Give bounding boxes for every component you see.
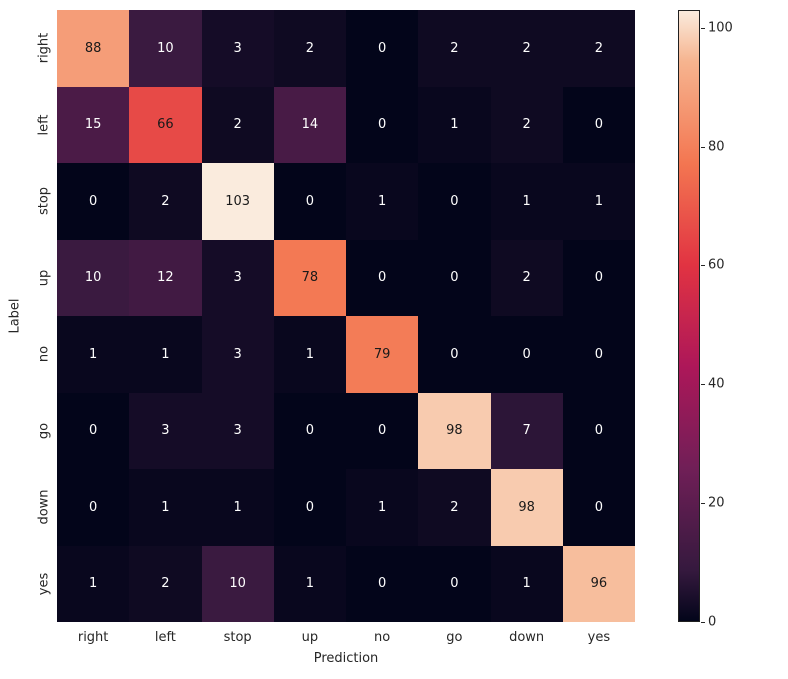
heatmap-cell: 0 bbox=[346, 239, 419, 316]
x-tick-label: up bbox=[301, 630, 319, 645]
heatmap-cell: 1 bbox=[418, 86, 491, 163]
heatmap-grid: 88 10 3 2 0 2 2 2 15 66 2 14 0 1 2 0 0 2 103 0 1 0 1 1 10 12 3 78 0 0… bbox=[57, 10, 635, 622]
heatmap-cell: 2 bbox=[273, 10, 346, 87]
heatmap-cell: 2 bbox=[201, 86, 274, 163]
heatmap-cell: 103 bbox=[201, 163, 274, 240]
heatmap-cell: 0 bbox=[490, 316, 563, 393]
heatmap-cell: 3 bbox=[201, 392, 274, 469]
heatmap-cell: 2 bbox=[418, 10, 491, 87]
heatmap-cell: 88 bbox=[57, 10, 130, 87]
heatmap-cell: 0 bbox=[273, 163, 346, 240]
y-tick-label: yes bbox=[36, 572, 52, 595]
colorbar-tick-mark bbox=[701, 146, 705, 148]
heatmap-cell: 0 bbox=[346, 545, 419, 622]
heatmap-cell: 0 bbox=[418, 316, 491, 393]
heatmap-cell: 12 bbox=[129, 239, 202, 316]
heatmap-cell: 0 bbox=[57, 163, 130, 240]
heatmap-cell: 0 bbox=[418, 239, 491, 316]
heatmap-cell: 79 bbox=[346, 316, 419, 393]
colorbar-tick-mark bbox=[701, 503, 705, 505]
colorbar-tick-label: 100 bbox=[708, 20, 733, 36]
heatmap-cell: 1 bbox=[57, 545, 130, 622]
y-tick-label: stop bbox=[36, 187, 52, 216]
heatmap-cell: 10 bbox=[57, 239, 130, 316]
heatmap-cell: 3 bbox=[201, 10, 274, 87]
x-tick-label: right bbox=[77, 630, 109, 645]
x-tick-label: stop bbox=[223, 630, 252, 645]
heatmap-cell: 2 bbox=[129, 545, 202, 622]
colorbar-tick-mark bbox=[701, 265, 705, 267]
heatmap-cell: 1 bbox=[57, 316, 130, 393]
y-axis-label: Label bbox=[7, 298, 23, 334]
heatmap-cell: 1 bbox=[490, 163, 563, 240]
colorbar-gradient bbox=[678, 10, 700, 622]
heatmap-cell: 3 bbox=[129, 392, 202, 469]
x-tick-label: no bbox=[374, 630, 391, 645]
heatmap-cell: 1 bbox=[346, 163, 419, 240]
heatmap-cell: 0 bbox=[418, 163, 491, 240]
heatmap-cell: 0 bbox=[346, 10, 419, 87]
y-tick-label: no bbox=[36, 346, 52, 363]
heatmap-cell: 1 bbox=[273, 545, 346, 622]
heatmap-cell: 15 bbox=[57, 86, 130, 163]
heatmap-cell: 7 bbox=[490, 392, 563, 469]
heatmap-cell: 0 bbox=[562, 316, 635, 393]
y-tick-label: go bbox=[36, 422, 52, 439]
heatmap-cell: 3 bbox=[201, 239, 274, 316]
heatmap-cell: 0 bbox=[562, 469, 635, 546]
heatmap-cell: 1 bbox=[201, 469, 274, 546]
heatmap-cell: 2 bbox=[129, 163, 202, 240]
colorbar-tick-label: 20 bbox=[708, 495, 725, 511]
x-tick-label: down bbox=[509, 630, 545, 645]
colorbar-tick-mark bbox=[701, 27, 705, 29]
heatmap-cell: 98 bbox=[490, 469, 563, 546]
x-tick-label: yes bbox=[587, 630, 611, 645]
heatmap-cell: 0 bbox=[562, 86, 635, 163]
heatmap-cell: 0 bbox=[57, 469, 130, 546]
heatmap-cell: 0 bbox=[346, 392, 419, 469]
heatmap-cell: 98 bbox=[418, 392, 491, 469]
heatmap-cell: 0 bbox=[418, 545, 491, 622]
heatmap-cell: 0 bbox=[273, 392, 346, 469]
y-tick-label: down bbox=[36, 489, 52, 525]
heatmap-cell: 2 bbox=[418, 469, 491, 546]
colorbar-tick-mark bbox=[701, 622, 705, 623]
colorbar-tick-label: 80 bbox=[708, 139, 725, 155]
heatmap-cell: 2 bbox=[490, 10, 563, 87]
heatmap-cell: 0 bbox=[273, 469, 346, 546]
heatmap-cell: 1 bbox=[346, 469, 419, 546]
heatmap-cell: 1 bbox=[273, 316, 346, 393]
heatmap-cell: 3 bbox=[201, 316, 274, 393]
y-tick-label: right bbox=[36, 32, 52, 64]
colorbar-tick-label: 40 bbox=[708, 376, 725, 392]
heatmap-cell: 2 bbox=[562, 10, 635, 87]
heatmap-cell: 1 bbox=[129, 469, 202, 546]
heatmap-cell: 0 bbox=[562, 392, 635, 469]
heatmap-cell: 0 bbox=[57, 392, 130, 469]
heatmap-cell: 1 bbox=[129, 316, 202, 393]
heatmap-cell: 14 bbox=[273, 86, 346, 163]
colorbar-tick-label: 0 bbox=[708, 614, 717, 630]
heatmap-cell: 2 bbox=[490, 86, 563, 163]
y-tick-label: up bbox=[36, 269, 52, 287]
heatmap-cell: 10 bbox=[201, 545, 274, 622]
heatmap-cell: 96 bbox=[562, 545, 635, 622]
heatmap-cell: 66 bbox=[129, 86, 202, 163]
heatmap-cell: 10 bbox=[129, 10, 202, 87]
heatmap-cell: 2 bbox=[490, 239, 563, 316]
x-tick-label: left bbox=[154, 630, 176, 645]
heatmap-cell: 0 bbox=[562, 239, 635, 316]
colorbar-tick-mark bbox=[701, 384, 705, 386]
colorbar-tick-label: 60 bbox=[708, 257, 725, 273]
heatmap-cell: 1 bbox=[490, 545, 563, 622]
heatmap-cell: 1 bbox=[562, 163, 635, 240]
heatmap-cell: 0 bbox=[346, 86, 419, 163]
x-tick-label: go bbox=[446, 630, 463, 645]
y-tick-label: left bbox=[36, 114, 52, 136]
x-axis-label: Prediction bbox=[313, 651, 379, 666]
heatmap-cell: 78 bbox=[273, 239, 346, 316]
